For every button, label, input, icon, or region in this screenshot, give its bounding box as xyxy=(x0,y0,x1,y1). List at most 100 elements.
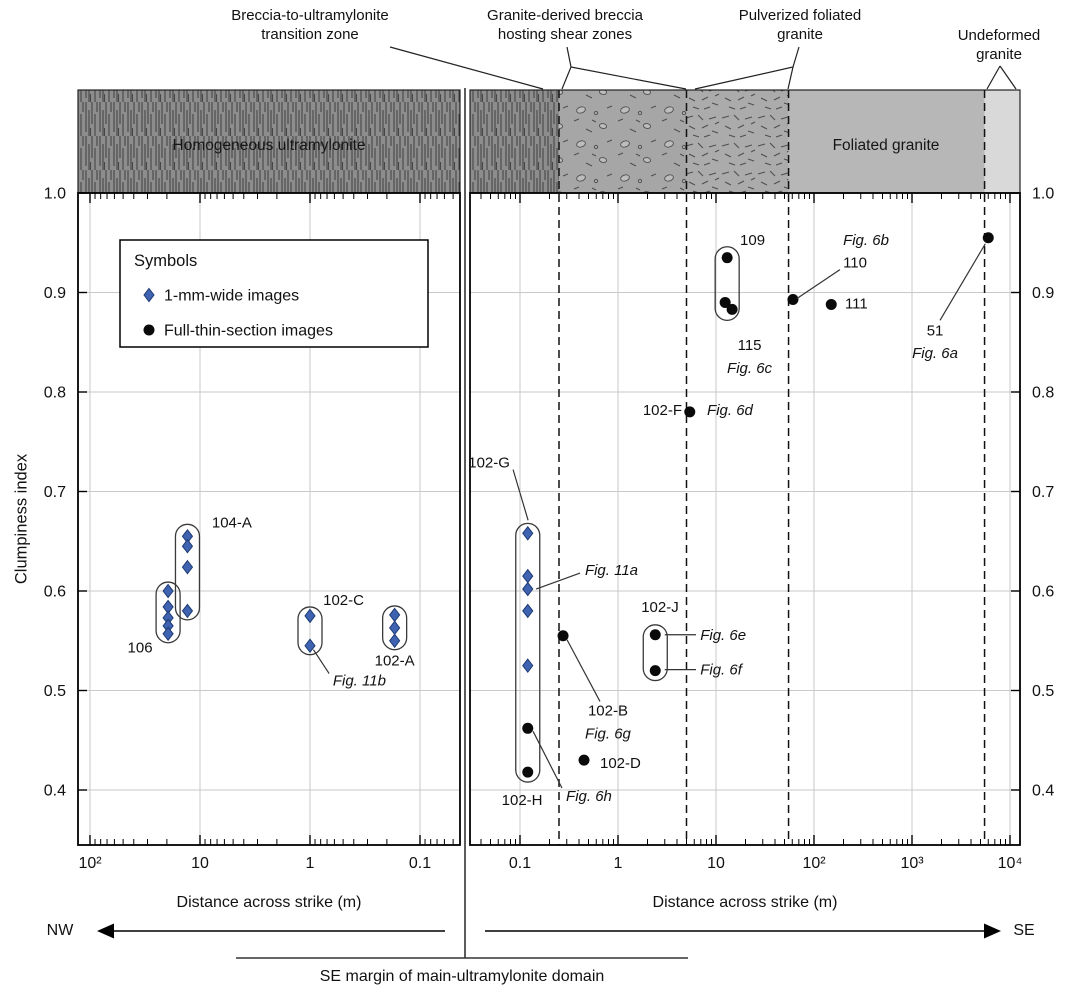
annotations: 106 104-A 102-C Fig. 11b 102-A 102-G Fig. 11a 1… xyxy=(128,232,986,809)
data-point-diamond xyxy=(522,568,534,584)
y-tick-label: 0.8 xyxy=(1032,385,1054,402)
annotation-label: Fig. 11a xyxy=(585,562,638,579)
y-tick-label: 0.7 xyxy=(44,484,66,501)
annotation-label: Fig. 6a xyxy=(912,345,958,362)
data-point-diamond xyxy=(181,538,194,554)
annotation-leader xyxy=(512,469,529,521)
zone-label-leader xyxy=(389,46,544,90)
y-tick-label: 0.4 xyxy=(1032,783,1054,800)
annotation-leader xyxy=(312,649,330,674)
data-point-diamond xyxy=(181,559,194,575)
zone-label-undeformed-granite: Undeformed granite xyxy=(957,27,1041,63)
data-point-diamond xyxy=(522,581,534,597)
data-point-circle xyxy=(982,232,994,244)
y-tick-label: 0.5 xyxy=(44,683,66,700)
annotation-label: Fig. 6f xyxy=(700,662,744,679)
panel-border-0 xyxy=(77,192,461,846)
data-point-diamond xyxy=(522,603,534,619)
nw-arrowhead xyxy=(97,923,114,939)
data-point-circle xyxy=(522,766,534,778)
annotation-label: 102-B xyxy=(588,702,628,719)
x-tick-label: 10 xyxy=(707,855,725,872)
annotation-leader xyxy=(566,639,601,702)
x-tick-label: 10² xyxy=(78,855,102,872)
annotation-label: 102-D xyxy=(600,755,641,772)
zone-label-leader xyxy=(561,46,572,90)
legend-marker-circle xyxy=(143,324,155,336)
annotation-leader xyxy=(532,731,563,789)
y-tick-label: 1.0 xyxy=(44,186,66,203)
margin-note: SE margin of main-ultramylonite domain xyxy=(319,968,605,985)
annotation-label: 102-G xyxy=(468,455,510,472)
strip-zone-0 xyxy=(470,90,559,193)
x-tick-label: 1 xyxy=(614,855,623,872)
data-point-circle xyxy=(684,406,696,418)
annotation-label: 109 xyxy=(740,232,765,249)
sample-group-outline xyxy=(714,246,740,322)
zone-label-breccia-transition: Breccia-to-ultramylonite transition zone xyxy=(231,7,389,43)
legend-item-label: 1-mm-wide images xyxy=(164,288,299,305)
grid xyxy=(78,193,1020,845)
annotation-label: Fig. 6b xyxy=(843,232,889,249)
annotation-label: 111 xyxy=(845,295,868,312)
data-point-circle xyxy=(522,722,534,734)
y-axis-title: Clumpiness index xyxy=(12,453,31,585)
data-point-circle xyxy=(578,754,590,766)
strip-zone-4 xyxy=(984,90,1020,193)
annotation-label: 115 xyxy=(738,337,762,354)
x-tick-label: 0.1 xyxy=(409,855,431,872)
legend: Symbols 1-mm-wide images Full-thin-section… xyxy=(119,239,429,348)
y-tick-label: 0.7 xyxy=(1032,484,1054,501)
legend-title: Symbols xyxy=(134,252,197,270)
data-point-diamond xyxy=(181,603,194,619)
data-point-diamond xyxy=(389,607,401,623)
x-tick-label: 0.1 xyxy=(509,855,531,872)
x-tick-label: 10 xyxy=(191,855,209,872)
strip-ultramylonite xyxy=(77,89,461,194)
direction-arrows xyxy=(97,923,1001,939)
y-tick-label: 0.9 xyxy=(44,285,66,302)
annotation-label: 102-C xyxy=(323,592,364,609)
data-points xyxy=(162,232,994,778)
strip-zone-1 xyxy=(558,90,687,193)
x-axis-title-left: Distance across strike (m) xyxy=(176,894,362,911)
y-tick-label: 0.4 xyxy=(44,783,66,800)
zone-label-leader xyxy=(570,66,687,90)
data-point-diamond xyxy=(162,583,174,599)
annotation-label: 102-F xyxy=(643,402,682,419)
strip-zone-2 xyxy=(686,90,789,193)
annotation-label: 110 xyxy=(843,255,867,272)
annotation-label: 102-J xyxy=(641,599,679,616)
annotation-label: 51 xyxy=(927,322,944,339)
zone-label-leader xyxy=(694,46,800,90)
data-point-diamond xyxy=(304,608,316,624)
zone-label-granite-breccia: Granite-derived breccia hosting shear zo… xyxy=(487,7,643,43)
legend-box xyxy=(119,239,429,348)
y-tick-label: 1.0 xyxy=(1032,186,1054,203)
data-point-circle xyxy=(726,303,738,315)
sample-group-outline xyxy=(642,624,668,682)
y-tick-label: 0.6 xyxy=(44,584,66,601)
data-point-diamond xyxy=(522,525,534,541)
strip-zone-3 xyxy=(788,90,985,193)
x-tick-label: 1 xyxy=(306,855,315,872)
y-tick-label: 0.9 xyxy=(1032,285,1054,302)
annotation-label: 106 xyxy=(128,640,153,657)
x-tick-label: 10³ xyxy=(900,855,924,872)
zone-label-leader xyxy=(999,65,1017,90)
x-tick-label: 10² xyxy=(802,855,826,872)
annotation-label: Fig. 11b xyxy=(333,673,386,690)
y-tick-label: 0.8 xyxy=(44,385,66,402)
lithology-strip xyxy=(77,89,1021,194)
annotation-label: 102-A xyxy=(375,653,415,670)
direction-label-se: SE xyxy=(1013,922,1035,939)
strip-label-foliated-granite: Foliated granite xyxy=(832,137,940,154)
y-tick-label: 0.6 xyxy=(1032,584,1054,601)
legend-marker-diamond xyxy=(143,287,155,303)
data-point-diamond xyxy=(522,658,534,673)
se-arrowhead xyxy=(984,923,1001,939)
zone-label-leader xyxy=(986,65,1001,90)
x-tick-label: 10⁴ xyxy=(998,855,1023,872)
